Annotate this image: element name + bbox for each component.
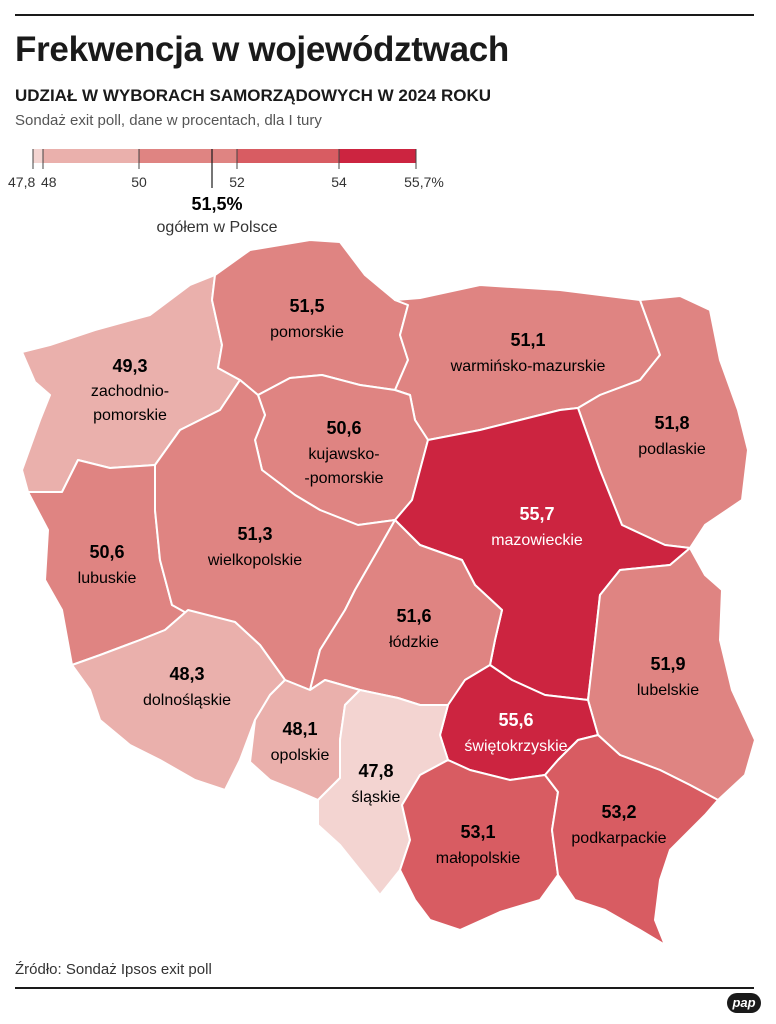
value-slaskie: 47,8 xyxy=(358,761,393,781)
legend-tick-54: 54 xyxy=(331,174,347,190)
legend-bin-2 xyxy=(43,149,139,163)
name-lodzkie: łódzkie xyxy=(389,634,439,651)
value-pomorskie: 51,5 xyxy=(289,296,324,316)
name-warminsko-mazurskie: warmińsko-mazurskie xyxy=(450,358,606,375)
legend: 47,8 48 50 52 54 55,7% 51,5% ogółem w Po… xyxy=(8,149,444,236)
value-swietokrzyskie: 55,6 xyxy=(498,710,533,730)
value-wielkopolskie: 51,3 xyxy=(237,524,272,544)
name-kujawsko-pomorskie-1: kujawsko- xyxy=(308,446,379,463)
value-warminsko-mazurskie: 51,1 xyxy=(510,330,545,350)
name-malopolskie: małopolskie xyxy=(436,850,521,867)
name-podlaskie: podlaskie xyxy=(638,441,706,458)
name-swietokrzyskie: świętokrzyskie xyxy=(464,738,567,755)
legend-tick-min: 47,8 xyxy=(8,174,35,190)
name-mazowieckie: mazowieckie xyxy=(491,532,583,549)
source-note: Źródło: Sondaż Ipsos exit poll xyxy=(15,961,212,978)
value-podlaskie: 51,8 xyxy=(654,413,689,433)
name-lubelskie: lubelskie xyxy=(637,682,699,699)
region-labels: 49,3 zachodnio- pomorskie 51,5 pomorskie… xyxy=(78,296,706,867)
value-lubelskie: 51,9 xyxy=(650,654,685,674)
region-pomorskie xyxy=(211,239,409,396)
legend-tick-48: 48 xyxy=(41,174,57,190)
value-podkarpackie: 53,2 xyxy=(601,802,636,822)
data-note: Sondaż exit poll, dane w procentach, dla… xyxy=(15,112,322,129)
voivodeship-map xyxy=(21,239,756,946)
name-opolskie: opolskie xyxy=(271,747,330,764)
value-lubuskie: 50,6 xyxy=(89,542,124,562)
top-rule xyxy=(15,14,754,16)
legend-tick-max: 55,7% xyxy=(404,174,444,190)
name-podkarpackie: podkarpackie xyxy=(571,830,666,847)
value-mazowieckie: 55,7 xyxy=(519,504,554,524)
value-lodzkie: 51,6 xyxy=(396,606,431,626)
bottom-rule xyxy=(15,987,754,989)
legend-tick-50: 50 xyxy=(131,174,147,190)
page-title: Frekwencja w województwach xyxy=(15,30,509,69)
legend-bin-1 xyxy=(33,149,43,163)
value-kujawsko-pomorskie: 50,6 xyxy=(326,418,361,438)
name-zachodniopomorskie-2: pomorskie xyxy=(93,407,167,424)
subtitle: UDZIAŁ W WYBORACH SAMORZĄDOWYCH W 2024 R… xyxy=(15,86,491,105)
name-slaskie: śląskie xyxy=(352,789,401,806)
region-podkarpackie xyxy=(544,734,719,946)
region-malopolskie xyxy=(399,759,559,931)
value-malopolskie: 53,1 xyxy=(460,822,495,842)
legend-bin-3 xyxy=(139,149,237,163)
pap-logo: pap xyxy=(727,993,761,1013)
name-lubuskie: lubuskie xyxy=(78,570,137,587)
national-value: 51,5% xyxy=(191,194,242,214)
value-opolskie: 48,1 xyxy=(282,719,317,739)
legend-bin-5 xyxy=(339,149,416,163)
national-label: ogółem w Polsce xyxy=(157,219,278,236)
name-dolnoslaskie: dolnośląskie xyxy=(143,692,231,709)
region-lubelskie xyxy=(587,547,756,801)
legend-tick-52: 52 xyxy=(229,174,245,190)
name-kujawsko-pomorskie-2: -pomorskie xyxy=(304,470,383,487)
name-pomorskie: pomorskie xyxy=(270,324,344,341)
value-dolnoslaskie: 48,3 xyxy=(169,664,204,684)
name-wielkopolskie: wielkopolskie xyxy=(207,552,302,569)
value-zachodniopomorskie: 49,3 xyxy=(112,356,147,376)
name-zachodniopomorskie-1: zachodnio- xyxy=(91,383,169,400)
legend-bin-4 xyxy=(237,149,339,163)
